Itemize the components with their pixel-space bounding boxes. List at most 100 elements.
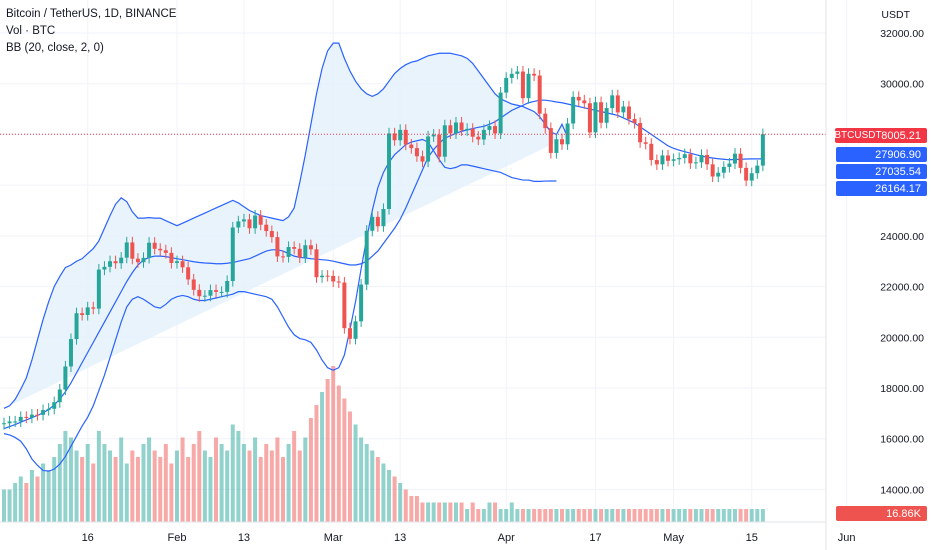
candle-body <box>721 166 726 173</box>
volume-bar <box>91 463 96 522</box>
bb-upper-tag: 27906.90 <box>836 147 927 162</box>
candle-body <box>493 126 498 134</box>
volume-bar <box>760 509 765 522</box>
symbol-tag: BTCUSDT <box>834 128 882 143</box>
candle-body <box>108 261 113 267</box>
x-tick-label: Feb <box>167 532 186 544</box>
volume-bar <box>738 509 743 522</box>
volume-bar <box>124 463 129 522</box>
candle-body <box>749 173 754 181</box>
candle-body <box>403 129 408 145</box>
volume-bar <box>180 437 185 522</box>
candle-body <box>281 256 285 258</box>
volume-bar <box>7 489 12 522</box>
volume-bar <box>420 502 425 522</box>
volume-bar <box>453 502 458 522</box>
volume-bar <box>353 424 358 522</box>
volume-bar <box>163 444 168 522</box>
candle-body <box>560 139 564 145</box>
candle-body <box>35 414 40 416</box>
volume-bar <box>431 502 436 522</box>
candle-body <box>666 155 671 161</box>
symbol-title[interactable]: Bitcoin / TetherUS, 1D, BINANCE <box>6 8 177 20</box>
candle-body <box>286 247 291 257</box>
volume-bar <box>320 392 325 522</box>
volume-bar <box>102 444 107 522</box>
x-tick-label: Jun <box>838 532 856 544</box>
x-tick-label: 15 <box>746 532 758 544</box>
volume-bar <box>364 444 369 522</box>
candle-body <box>526 73 531 99</box>
candle-body <box>91 307 96 309</box>
volume-bar <box>347 411 352 522</box>
candle-body <box>381 208 386 227</box>
y-tick-label: 30000.00 <box>880 79 924 91</box>
candle-body <box>303 245 308 258</box>
volume-bar <box>18 476 23 522</box>
candle-body <box>398 129 403 141</box>
volume-bar <box>68 437 73 522</box>
candle-body <box>632 118 637 124</box>
candle-body <box>320 275 325 278</box>
bb-lower-line <box>3 138 557 472</box>
candle-body <box>654 160 659 165</box>
volume-bar <box>303 437 308 522</box>
x-tick-label: Mar <box>324 532 343 544</box>
candle-body <box>197 289 202 297</box>
volume-bar <box>626 509 631 522</box>
candle-body <box>147 242 152 258</box>
candle-body <box>74 313 79 340</box>
candle-body <box>705 154 710 165</box>
volume-bar <box>135 457 140 522</box>
candle-body <box>459 122 464 131</box>
volume-bar <box>292 431 297 522</box>
volume-bar <box>414 496 419 522</box>
volume-bar <box>470 502 475 522</box>
candle-body <box>693 162 698 164</box>
candle-body <box>141 257 146 263</box>
volume-bar <box>403 489 408 522</box>
x-tick-label: May <box>663 532 684 544</box>
volume-bar <box>693 509 698 522</box>
volume-bar <box>297 450 302 522</box>
volume-bar <box>426 502 431 522</box>
candle-body <box>716 172 721 177</box>
candle-body <box>325 275 330 277</box>
volume-bar <box>119 437 124 522</box>
y-tick-label: 32000.00 <box>880 28 924 40</box>
candle-body <box>643 142 648 144</box>
candle-body <box>202 295 207 297</box>
volume-bar <box>241 444 246 522</box>
candle-body <box>738 153 743 168</box>
candle-body <box>253 215 258 229</box>
bollinger-indicator-label[interactable]: BB (20, close, 2, 0) <box>6 42 104 54</box>
volume-bar <box>169 463 174 522</box>
volume-bar <box>493 502 498 522</box>
candle-body <box>13 421 18 423</box>
candle-body <box>476 136 481 140</box>
candle-body <box>387 133 392 209</box>
candle-body <box>671 159 676 161</box>
candle-body <box>375 216 380 227</box>
volume-bar <box>219 444 224 522</box>
volume-bar <box>710 509 715 522</box>
candle-body <box>448 125 453 134</box>
candle-body <box>744 167 749 181</box>
candle-body <box>24 416 29 418</box>
volume-bar <box>537 509 542 522</box>
candle-body <box>308 245 313 250</box>
volume-bar <box>236 431 241 522</box>
candle-body <box>152 242 157 249</box>
volume-bar <box>398 483 403 522</box>
candle-body <box>275 237 280 257</box>
volume-bar <box>130 450 135 522</box>
candle-body <box>46 408 51 411</box>
volume-bar <box>448 502 453 522</box>
volume-bar <box>649 509 654 522</box>
volume-bar <box>749 509 754 522</box>
y-tick-label: 16000.00 <box>880 434 924 446</box>
volume-bar <box>275 437 280 522</box>
volume-bar <box>548 509 553 522</box>
volume-indicator-label[interactable]: Vol · BTC <box>6 25 56 37</box>
